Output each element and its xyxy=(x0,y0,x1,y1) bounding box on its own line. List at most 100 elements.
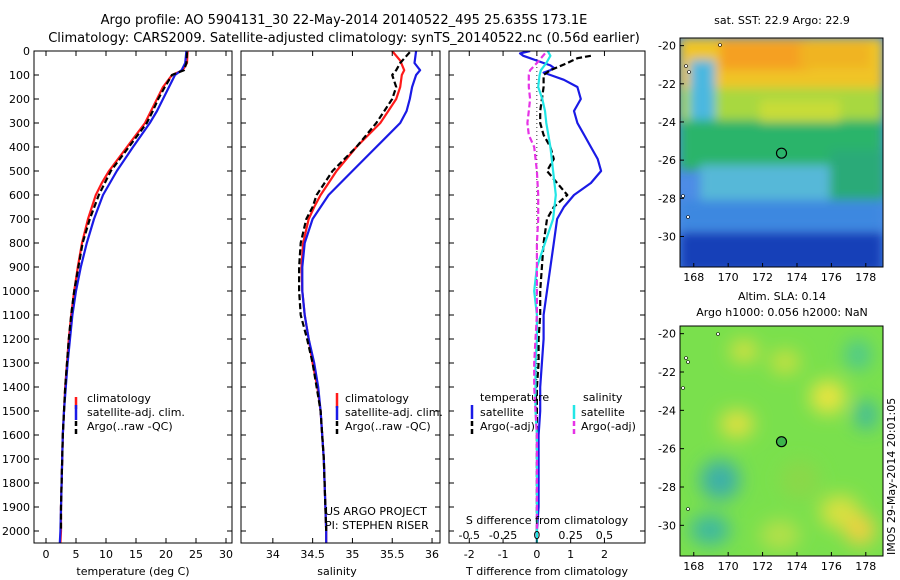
depth-tick-label: 200 xyxy=(9,93,30,106)
s-difference-axis-label: S difference from climatology xyxy=(466,514,629,527)
lat-tick-label: -22 xyxy=(658,366,676,379)
series-line-argo-raw-qc- xyxy=(298,51,411,532)
depth-tick-label: 1800 xyxy=(2,477,30,490)
legend-argo: Argo(..raw -QC) xyxy=(87,420,173,433)
argo-location-marker xyxy=(775,436,788,448)
series-line-climatology xyxy=(59,51,189,543)
legend-temperature-header: temperature xyxy=(480,391,549,404)
salinity-panel: 34 34.5 35 35.5 36 salinity climatology sate… xyxy=(240,50,443,578)
series-line-argo-adj- xyxy=(526,52,546,531)
top-x-tick-label: -0.5 xyxy=(459,529,480,542)
x-tick-label: 36 xyxy=(425,548,439,561)
sla-map: Altim. SLA: 0.14 Argo h1000: 0.056 h2000… xyxy=(658,290,884,573)
project-annotation-line2: PI: STEPHEN RISER xyxy=(325,519,429,532)
salinity-legend: climatology satellite-adj. clim. Argo(..… xyxy=(335,392,443,435)
lon-tick-label: 170 xyxy=(718,560,739,573)
lat-tick-label: -24 xyxy=(658,116,676,129)
lat-tick-label: -20 xyxy=(658,328,676,341)
depth-tick-label: 100 xyxy=(9,69,30,82)
lon-tick-label: 168 xyxy=(683,560,704,573)
top-x-tick-label: -0.25 xyxy=(489,529,517,542)
legend-argo: Argo(..raw -QC) xyxy=(345,420,431,433)
depth-tick-label: 800 xyxy=(9,237,30,250)
lon-tick-label: 174 xyxy=(786,271,807,284)
difference-panel: -2 -1 0 1 2 -0.5 -0.25 0 0.25 0.5 S difference f… xyxy=(448,50,646,578)
lon-tick-label: 170 xyxy=(718,271,739,284)
x-tick-label: 35.5 xyxy=(380,548,405,561)
sst-map-title: sat. SST: 22.9 Argo: 22.9 xyxy=(714,14,850,27)
lat-tick-label: -28 xyxy=(658,192,676,205)
temperature-axis-label: temperature (deg C) xyxy=(76,565,189,578)
lat-tick-label: -20 xyxy=(658,40,676,53)
x-tick-label: -1 xyxy=(498,548,509,561)
top-x-tick-label: 0.5 xyxy=(596,529,614,542)
sst-map: sat. SST: 22.9 Argo: 22.9 168 170 172 174 17… xyxy=(658,14,884,284)
lat-tick-label: -30 xyxy=(658,519,676,532)
lat-tick-label: -26 xyxy=(658,443,676,456)
t-difference-axis-label: T difference from climatology xyxy=(465,565,628,578)
top-x-tick-label: 0.25 xyxy=(558,529,583,542)
depth-tick-label: 1400 xyxy=(2,381,30,394)
x-tick-label: 15 xyxy=(129,548,143,561)
legend-satellite-adj: satellite-adj. clim. xyxy=(345,406,443,419)
x-tick-label: 5 xyxy=(73,548,80,561)
temperature-legend: climatology satellite-adj. clim. Argo(..… xyxy=(74,392,185,435)
x-tick-label: 0 xyxy=(43,548,50,561)
series-line-satellite-adj-clim- xyxy=(58,51,188,543)
lat-tick-label: -26 xyxy=(658,154,676,167)
lon-tick-label: 176 xyxy=(821,560,842,573)
depth-tick-label: 700 xyxy=(9,213,30,226)
legend-t-argo: Argo(-adj) xyxy=(480,420,535,433)
project-annotation-line1: US ARGO PROJECT xyxy=(325,505,427,518)
top-x-tick-label: 0 xyxy=(533,529,540,542)
depth-tick-label: 1600 xyxy=(2,429,30,442)
depth-tick-label: 1300 xyxy=(2,357,30,370)
lon-tick-label: 174 xyxy=(786,560,807,573)
series-line-argo-raw-qc- xyxy=(59,52,189,531)
x-tick-label: 25 xyxy=(189,548,203,561)
x-tick-label: 30 xyxy=(219,548,233,561)
x-tick-label: 10 xyxy=(99,548,113,561)
depth-tick-label: 1200 xyxy=(2,333,30,346)
argo-location-marker xyxy=(775,147,788,159)
x-tick-label: 34.5 xyxy=(300,548,325,561)
x-tick-label: 1 xyxy=(567,548,574,561)
legend-s-argo: Argo(-adj) xyxy=(581,420,636,433)
x-tick-label: 2 xyxy=(601,548,608,561)
legend-satellite-adj: satellite-adj. clim. xyxy=(87,406,185,419)
temperature-panel: 0100200300400500600700800900100011001200… xyxy=(2,45,233,578)
lat-tick-label: -30 xyxy=(658,230,676,243)
lon-tick-label: 168 xyxy=(683,271,704,284)
lon-tick-label: 172 xyxy=(752,271,773,284)
depth-tick-label: 400 xyxy=(9,141,30,154)
series-line-satellite-adj-clim- xyxy=(301,51,422,543)
depth-tick-label: 1100 xyxy=(2,309,30,322)
depth-tick-label: 2000 xyxy=(2,525,30,538)
depth-tick-label: 1000 xyxy=(2,285,30,298)
sla-map-title-line1: Altim. SLA: 0.14 xyxy=(738,290,826,303)
x-tick-label: 20 xyxy=(159,548,173,561)
x-tick-label: 0 xyxy=(533,548,540,561)
sla-map-title-line2: Argo h1000: 0.056 h2000: NaN xyxy=(696,306,868,319)
depth-tick-label: 0 xyxy=(23,45,30,58)
difference-legend: temperature salinity satellite Argo(-adj… xyxy=(470,391,636,435)
depth-tick-label: 1900 xyxy=(2,501,30,514)
legend-s-satellite: satellite xyxy=(581,406,625,419)
x-tick-label: 34 xyxy=(266,548,280,561)
depth-tick-label: 500 xyxy=(9,165,30,178)
salinity-axis-label: salinity xyxy=(317,565,357,578)
legend-salinity-header: salinity xyxy=(583,391,623,404)
series-line-argo-adj- xyxy=(535,54,592,531)
lat-tick-label: -24 xyxy=(658,404,676,417)
sst-heatmap xyxy=(680,38,883,267)
series-line-satellite xyxy=(518,51,603,543)
legend-climatology: climatology xyxy=(345,392,409,405)
sla-heatmap xyxy=(680,326,883,556)
x-tick-label: -2 xyxy=(464,548,475,561)
imos-timestamp: IMOS 29-May-2014 20:01:05 xyxy=(885,398,898,555)
depth-tick-label: 1700 xyxy=(2,453,30,466)
depth-tick-label: 600 xyxy=(9,189,30,202)
depth-tick-label: 1500 xyxy=(2,405,30,418)
legend-t-satellite: satellite xyxy=(480,406,524,419)
